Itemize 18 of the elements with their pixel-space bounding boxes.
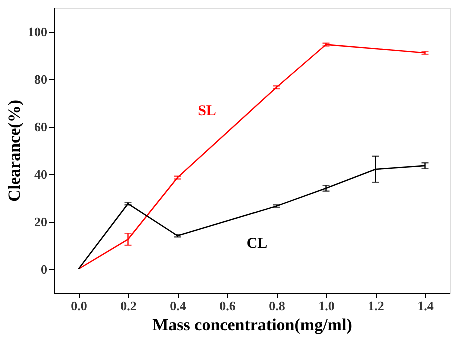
y-tick-label: 20 <box>34 214 48 230</box>
x-tick-label: 1.2 <box>368 298 384 314</box>
y-tick-label: 0 <box>41 262 48 277</box>
x-tick-label: 0.4 <box>170 298 187 314</box>
y-axis-title: Clearance(%) <box>5 100 24 202</box>
y-tick-label: 100 <box>28 24 48 40</box>
x-axis-title: Mass concentration(mg/ml) <box>152 316 352 334</box>
y-tick-label: 60 <box>34 119 48 134</box>
x-tick-label: 0.0 <box>71 298 88 314</box>
y-tick-label: 40 <box>34 166 48 182</box>
x-tick-label: 0.6 <box>220 298 236 314</box>
x-tick-label: 1.0 <box>318 298 335 314</box>
series-label: SL <box>198 104 216 120</box>
y-tick-label: 80 <box>34 72 48 87</box>
series-label: CL <box>246 236 268 252</box>
x-tick-label: 1.4 <box>418 298 434 314</box>
x-tick-label: 0.2 <box>120 298 137 314</box>
x-tick-label: 0.8 <box>269 298 286 314</box>
